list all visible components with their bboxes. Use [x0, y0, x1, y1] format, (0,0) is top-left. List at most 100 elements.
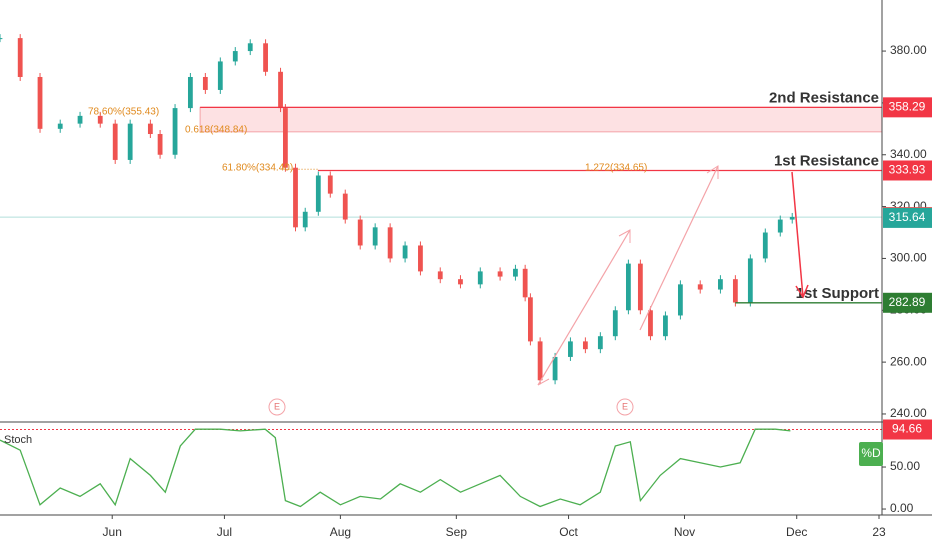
legend-box[interactable] — [859, 442, 883, 466]
price-tag-bg — [883, 207, 932, 228]
arrow — [791, 171, 804, 298]
y-tick-label: 240.00 — [890, 406, 927, 420]
candle-body — [732, 279, 738, 303]
arrow-tail — [537, 378, 550, 386]
y-tick-label: 50.00 — [890, 459, 920, 473]
y-tick-label: 380.00 — [890, 43, 927, 57]
candle-body — [648, 310, 653, 337]
candle-body — [372, 227, 378, 246]
candle-body — [342, 193, 348, 220]
candle-body — [327, 175, 333, 194]
candle-body — [697, 284, 703, 290]
candle-body — [282, 108, 288, 168]
candle-body — [202, 76, 208, 90]
candle-body — [582, 341, 588, 350]
candle-body — [232, 51, 238, 62]
candle-body — [762, 232, 768, 259]
fib-label: 1.272(334.65) — [585, 163, 647, 174]
candle-body — [537, 341, 543, 381]
event-label: E — [274, 401, 280, 411]
candle-body — [97, 115, 103, 124]
level-tag: 358.29 — [889, 100, 926, 114]
candle-body — [57, 123, 63, 129]
candle-body — [127, 123, 133, 160]
level-tag: 282.89 — [889, 295, 926, 309]
arrows — [537, 165, 809, 386]
x-tick-label: Oct — [559, 525, 578, 539]
arrow-head — [618, 229, 631, 243]
x-tick-label: Nov — [674, 525, 695, 539]
candle-body — [157, 134, 163, 155]
candle-body — [789, 216, 795, 220]
legend-label: %D — [861, 446, 881, 460]
candle-body — [625, 263, 631, 311]
fib-label: 61.80%(334.40) — [222, 163, 293, 174]
candle-body — [747, 258, 753, 303]
candle-body — [263, 43, 268, 72]
x-tick-label: Sep — [446, 525, 468, 539]
candle-body — [302, 211, 308, 228]
arrow-head — [795, 284, 809, 299]
candle-body — [477, 271, 483, 285]
fib-label: 0.618(348.84) — [185, 125, 247, 136]
candle-body — [522, 268, 528, 298]
candle-body — [637, 263, 643, 311]
x-tick-label: Dec — [786, 525, 807, 539]
x-tick-label: Jul — [217, 525, 232, 539]
candle-body — [402, 245, 408, 259]
event-marker[interactable] — [268, 398, 286, 416]
level-tag-bg — [883, 97, 932, 118]
candle-body — [552, 356, 558, 381]
x-tick-label: Aug — [330, 525, 351, 539]
candle-body — [418, 245, 423, 272]
candle-body — [77, 115, 83, 124]
y-tick-label: 260.00 — [890, 354, 927, 368]
arrow-head — [706, 165, 719, 179]
candle-body — [612, 310, 618, 337]
candle-body — [293, 167, 298, 228]
candle-body — [187, 76, 193, 109]
candle-body — [315, 175, 321, 212]
candle-body — [217, 61, 223, 90]
candle-body — [458, 279, 463, 285]
stoch-line — [0, 428, 791, 508]
candle-body — [437, 271, 443, 280]
candle-body — [172, 108, 178, 155]
fib-label: 78.60%(355.43) — [88, 107, 159, 118]
y-tick-label: 340.00 — [890, 147, 927, 161]
candle-body — [147, 123, 153, 135]
candle-body — [278, 71, 283, 109]
price-tag: 315.64 — [889, 210, 926, 224]
candle-body — [0, 38, 3, 40]
candle-body — [387, 227, 393, 259]
candle-body — [718, 279, 723, 290]
candle-body — [247, 43, 253, 52]
level-tag-bg — [883, 419, 932, 440]
level-tag: 333.93 — [889, 163, 926, 177]
event-marker[interactable] — [616, 398, 634, 416]
candle-body — [663, 315, 668, 337]
arrow — [639, 165, 719, 331]
y-tick-label: 300.00 — [890, 251, 927, 265]
level-label: 2nd Resistance — [769, 89, 879, 106]
candle-body — [527, 297, 533, 342]
level-tag-bg — [883, 292, 932, 313]
candle-body — [37, 76, 43, 129]
candle-body — [777, 219, 783, 233]
y-tick-label: 0.00 — [890, 501, 914, 515]
candle-body — [568, 341, 573, 357]
level-tag: 94.66 — [892, 422, 922, 436]
indicator-name: Stoch — [4, 434, 32, 446]
candle-body — [357, 219, 363, 246]
level-label: 1st Support — [796, 285, 879, 302]
candle-body — [497, 271, 503, 277]
level-tag-bg — [883, 160, 932, 181]
candle-body — [677, 284, 683, 316]
resistance-zone — [199, 106, 883, 133]
arrow — [537, 229, 631, 386]
x-tick-label: Jun — [103, 525, 122, 539]
level-label: 1st Resistance — [774, 152, 879, 169]
x-tick-label: 23 — [872, 525, 886, 539]
